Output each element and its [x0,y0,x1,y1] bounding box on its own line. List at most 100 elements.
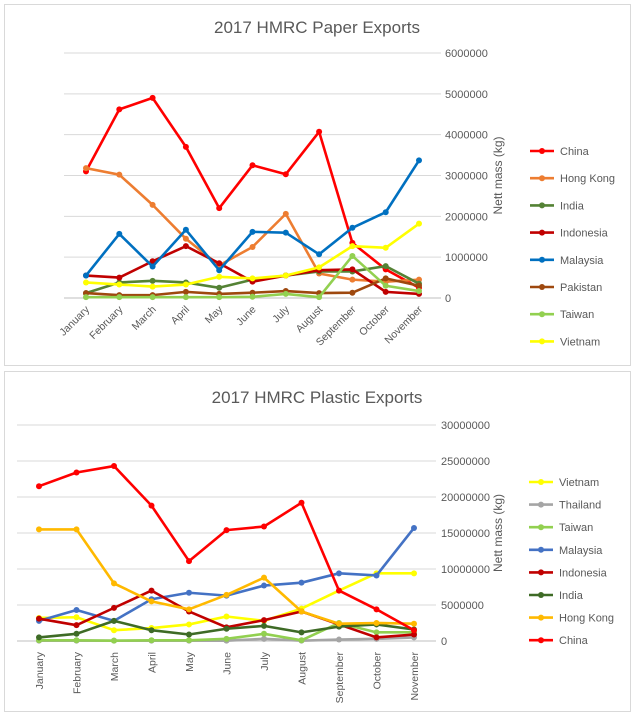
y-tick-label: 3000000 [445,171,488,183]
data-point [382,263,389,270]
y-tick-label: 0 [441,636,447,648]
data-point [349,276,356,283]
data-point [223,591,230,598]
legend-label: Hong Kong [560,173,615,185]
legend-marker [539,256,545,263]
x-tick-label: October [372,652,384,690]
data-point [411,524,417,531]
x-tick-label: March [109,652,121,681]
plastic-exports-chart: 2017 HMRC Plastic Exports 0 5000000 1000000… [4,371,631,712]
data-point [261,630,267,637]
data-point [282,290,289,297]
legend-marker [539,148,545,154]
data-point [73,614,80,621]
data-point [111,617,117,624]
data-point [298,579,305,586]
data-point [116,106,123,113]
data-point [416,288,422,295]
x-tick-label: April [147,652,159,673]
y-axis-title: Nett mass (kg) [491,136,505,214]
data-point [249,243,256,250]
data-point [73,637,80,644]
data-point [148,598,155,605]
data-point [182,281,189,288]
series-line-china [84,96,420,289]
y-tick-label: 15000000 [441,528,490,540]
data-point [223,613,230,620]
data-point [349,243,356,250]
x-tick-label: April [169,304,192,327]
legend-label: Vietnam [559,477,599,489]
x-tick-label: February [87,303,126,342]
x-tick-label: July [270,303,292,325]
x-tick-label: June [234,304,259,329]
x-tick-label: March [130,304,159,333]
data-point [216,284,223,291]
data-point [411,620,417,627]
data-point [249,275,256,282]
data-point [83,272,89,279]
data-point [182,226,189,233]
data-point [249,228,256,235]
data-point [336,587,342,594]
data-point [186,606,192,613]
data-point [148,502,155,509]
data-point [182,143,189,150]
legend-label: Malaysia [560,255,604,267]
data-point [186,558,192,565]
x-tick-label: November [409,651,421,700]
data-point [186,637,192,644]
data-point [249,162,256,169]
data-point [149,263,156,270]
x-tick-label: August [294,304,326,336]
legend-marker [538,546,544,553]
y-tick-label: 5000000 [441,600,484,612]
data-point [73,622,80,629]
legend-marker [539,202,545,209]
data-point [182,288,189,295]
legend-marker [538,637,544,644]
data-point [116,171,123,178]
data-point [336,570,342,577]
data-point [261,617,267,624]
chart-title: 2017 HMRC Paper Exports [214,18,420,37]
data-point [411,570,417,577]
data-point [223,527,230,534]
data-point [111,627,117,634]
x-tick-label: August [297,652,309,685]
data-point [73,630,80,637]
data-point [282,272,289,279]
data-point [36,526,42,533]
y-tick-label: 30000000 [441,420,490,432]
x-tick-label: June [222,652,234,675]
series-line-malaysia [84,159,421,277]
legend-marker [539,175,545,182]
y-tick-label: 1000000 [445,252,488,264]
data-point [83,279,89,286]
data-point [382,282,389,289]
data-point [149,258,156,265]
x-tick-label: September [334,652,346,704]
x-tick-label: July [259,651,271,670]
data-point [83,294,89,301]
legend-marker [538,569,544,576]
data-point [349,289,356,296]
legend-marker [538,592,544,598]
legend-marker [539,284,545,290]
data-point [298,629,305,636]
data-point [349,266,356,273]
data-point [149,201,156,208]
legend-marker [538,524,544,531]
data-point [382,209,389,216]
data-point [261,622,267,629]
legend-label: Indonesia [559,567,608,579]
data-point [182,235,189,242]
data-point [216,260,223,267]
legend-label: Indonesia [560,228,609,240]
data-point [111,463,117,470]
data-point [261,523,267,530]
data-point [282,210,289,217]
data-point [336,636,342,643]
legend-label: India [559,590,584,602]
data-point [116,230,123,237]
